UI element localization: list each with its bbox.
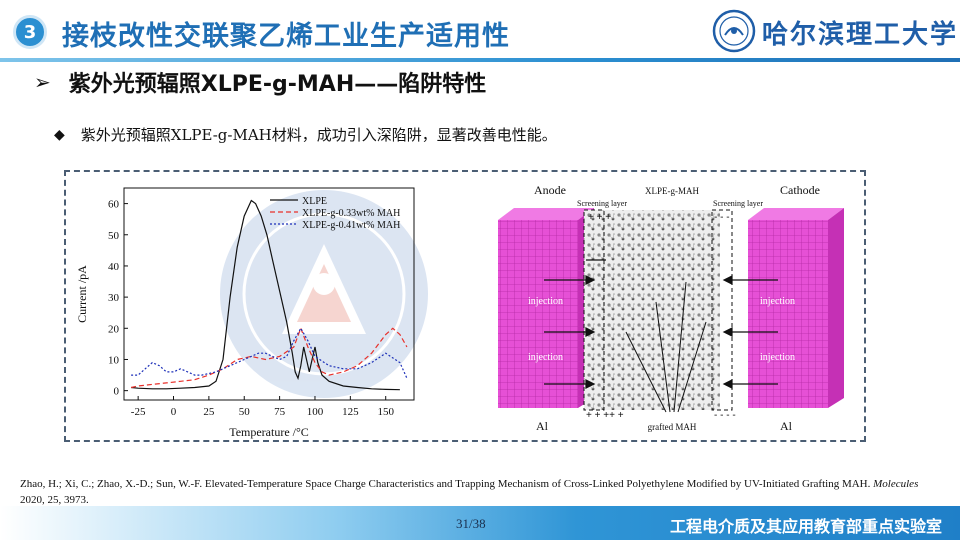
subheading-text: 紫外光预辐照XLPE-g-MAH——陷阱特性 <box>68 72 487 97</box>
anode-electrode-top <box>498 208 594 220</box>
material-label: XLPE-g-MAH <box>645 186 699 196</box>
screening-layer-right <box>711 209 733 411</box>
bullet-point: ◆ 紫外光预辐照XLPE-g-MAH材料，成功引入深陷阱，显著改善电性能。 <box>54 124 557 145</box>
y-tick-label: 60 <box>108 199 120 211</box>
series-line-2 <box>130 326 408 389</box>
x-tick-label: -25 <box>131 406 146 418</box>
y-tick-label: 20 <box>108 323 120 335</box>
y-tick-label: 0 <box>114 386 120 398</box>
x-axis-ticks: -25 0 25 50 75 100 125 150 <box>131 396 394 418</box>
left-electrode-label: Al <box>536 419 549 433</box>
citation-details: 2020, 25, 3973. <box>20 494 89 506</box>
plot-frame <box>123 187 415 401</box>
bullet-text: 紫外光预辐照XLPE-g-MAH材料，成功引入深陷阱，显著改善电性能。 <box>80 126 557 144</box>
screening-layer-left <box>583 209 605 411</box>
page-title: 接枝改性交联聚乙烯工业生产适用性 <box>62 21 510 52</box>
anode-electrode <box>498 220 578 408</box>
citation: Zhao, H.; Xi, C.; Zhao, X.-D.; Sun, W.-F… <box>20 476 945 508</box>
trap-schematic: Anode Cathode XLPE-g-MAH Screening layer… <box>498 183 844 433</box>
xlpe-mah-molecules <box>584 210 720 410</box>
injection-label-left-1: injection <box>528 296 563 307</box>
slide-header: 3 接枝改性交联聚乙烯工业生产适用性 哈尔滨理工大学 <box>0 0 960 62</box>
y-tick-label: 30 <box>108 292 120 304</box>
cathode-label: Cathode <box>780 183 820 197</box>
arrow-bullet-icon: ➢ <box>34 70 51 94</box>
lab-name: 工程电介质及其应用教育部重点实验室 <box>669 517 942 536</box>
x-tick-label: 150 <box>377 406 394 418</box>
cathode-electrode-side <box>828 208 844 408</box>
footer-bar <box>0 506 960 540</box>
university-seal-icon <box>712 9 756 53</box>
citation-journal: Molecules <box>873 478 919 490</box>
legend-label-1: XLPE <box>302 196 327 207</box>
screening-layer-left-label: Screening layer <box>577 199 627 208</box>
negative-charges-bottom: - - - - <box>714 410 736 421</box>
positive-charges-bottom: + + ++ + <box>586 410 624 421</box>
series-line-3 <box>131 327 408 379</box>
subheading: ➢ 紫外光预辐照XLPE-g-MAH——陷阱特性 <box>34 66 486 98</box>
screening-layer-right-label: Screening layer <box>713 199 763 208</box>
x-tick-label: 50 <box>239 406 251 418</box>
legend-label-2: XLPE-g-0.33wt% MAH <box>302 208 400 219</box>
cathode-electrode-top <box>748 208 844 220</box>
x-tick-label: 25 <box>203 406 215 418</box>
x-tick-label: 75 <box>274 406 286 418</box>
y-tick-label: 40 <box>108 261 120 273</box>
header-divider <box>0 58 960 62</box>
legend-label-3: XLPE-g-0.41wt% MAH <box>302 220 400 231</box>
page-number: 31/38 <box>456 516 486 531</box>
negative-charges-top: - - - <box>714 212 730 223</box>
y-axis-ticks: 0 10 20 30 40 50 60 <box>108 199 128 398</box>
section-number-badge: 3 <box>13 15 47 49</box>
y-tick-label: 10 <box>108 354 120 366</box>
series-line-1 <box>131 199 400 391</box>
x-tick-label: 125 <box>342 406 359 418</box>
x-axis-label: Temperature /°C <box>229 425 309 439</box>
watermark-seal <box>220 190 428 398</box>
positive-charges-top: + + + <box>588 212 611 223</box>
series-layer <box>130 199 408 391</box>
right-electrode-label: Al <box>780 419 793 433</box>
injection-label-right-1: injection <box>760 296 795 307</box>
grafted-mah-label: grafted MAH <box>648 422 697 432</box>
y-axis-label: Current /pA <box>75 265 89 323</box>
diamond-bullet-icon: ◆ <box>54 126 65 143</box>
university-name: 哈尔滨理工大学 <box>762 20 959 50</box>
injection-label-left-2: injection <box>528 352 563 363</box>
grafted-mah-pointers <box>625 281 707 413</box>
anode-label: Anode <box>534 183 566 197</box>
figure-panel: 0 10 20 30 40 50 60 -25 0 25 50 75 100 125 150 XLPE XL… <box>64 170 866 442</box>
cathode-electrode <box>748 220 828 408</box>
citation-authors-title: Zhao, H.; Xi, C.; Zhao, X.-D.; Sun, W.-F… <box>20 478 871 490</box>
x-tick-label: 0 <box>171 406 177 418</box>
x-tick-label: 100 <box>307 406 324 418</box>
injection-arrows <box>544 259 778 389</box>
y-tick-label: 50 <box>108 230 120 242</box>
injection-label-right-2: injection <box>760 352 795 363</box>
